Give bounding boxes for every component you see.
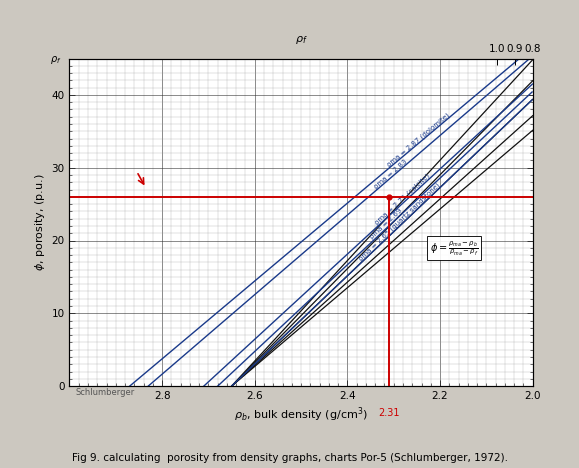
X-axis label: $\rho_b$, bulk density (g/cm$^3$): $\rho_b$, bulk density (g/cm$^3$) xyxy=(234,405,368,424)
X-axis label: $\rho_f$: $\rho_f$ xyxy=(295,34,307,46)
Text: Schlumberger: Schlumberger xyxy=(75,388,134,397)
Text: $\rho_f$: $\rho_f$ xyxy=(50,54,61,66)
Text: ρma = 2.83: ρma = 2.83 xyxy=(373,158,408,190)
Text: Fig 9. calculating  porosity from density graphs, charts Por-5 (Schlumberger, 19: Fig 9. calculating porosity from density… xyxy=(71,453,508,463)
Y-axis label: $\phi$, porosity, (p.u.): $\phi$, porosity, (p.u.) xyxy=(34,174,47,271)
Text: ρma = 2.69: ρma = 2.69 xyxy=(369,208,404,241)
Text: 2.31: 2.31 xyxy=(378,408,400,418)
Text: ρma = 2.65 (quartz sandstone): ρma = 2.65 (quartz sandstone) xyxy=(357,182,441,263)
Text: ρma = 2.87 (dolomite): ρma = 2.87 (dolomite) xyxy=(386,111,450,168)
Text: ρma = 2.71 (calcite): ρma = 2.71 (calcite) xyxy=(373,172,431,226)
Text: $\phi = \frac{\rho_{ma} - \rho_b}{\rho_{ma} - \rho_f}$: $\phi = \frac{\rho_{ma} - \rho_b}{\rho_{… xyxy=(430,239,478,257)
